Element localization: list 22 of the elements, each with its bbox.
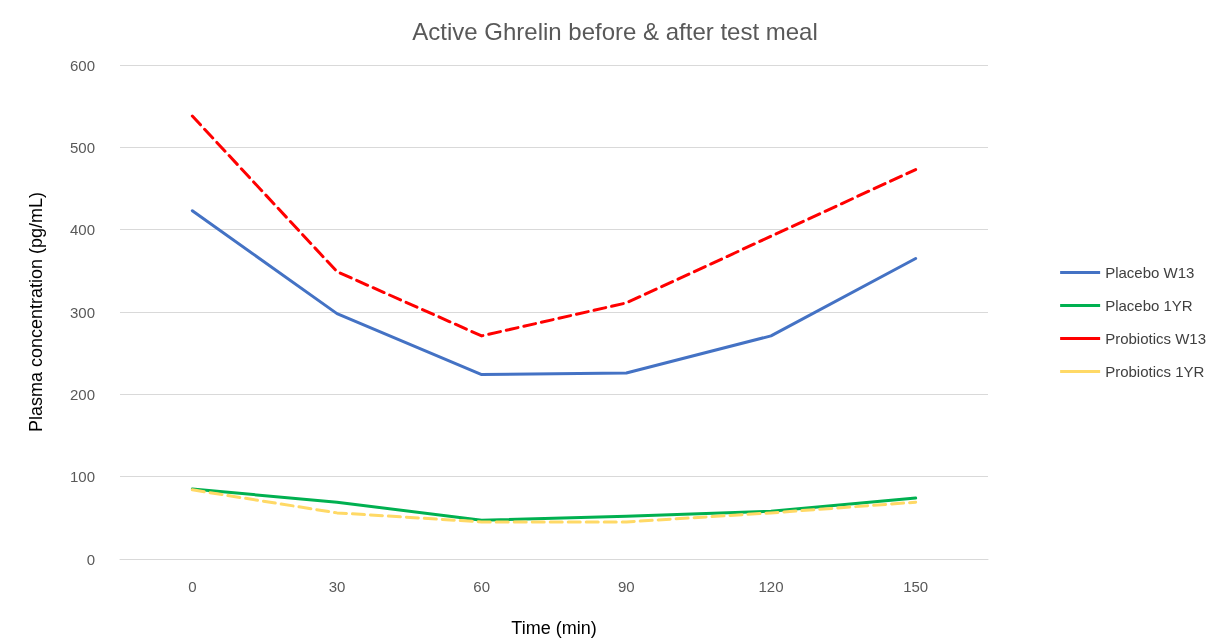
legend-label: Placebo 1YR xyxy=(1105,297,1193,314)
x-tick-label: 30 xyxy=(328,578,346,595)
y-tick-label: 0 xyxy=(86,550,95,568)
legend-label: Placebo W13 xyxy=(1105,264,1195,281)
y-tick-label: 600 xyxy=(69,56,95,74)
y-axis-title: Plasma concentration (pg/mL) xyxy=(26,191,46,433)
x-tick-label: 90 xyxy=(617,578,635,595)
x-axis-title: Time (min) xyxy=(511,618,597,638)
line-series xyxy=(190,114,918,338)
x-tick-label: 120 xyxy=(758,578,784,595)
y-tick-label: 300 xyxy=(69,303,95,321)
y-tick-label: 400 xyxy=(69,221,95,239)
y-tick-label: 500 xyxy=(69,138,95,156)
legend-label: Probiotics W13 xyxy=(1105,330,1207,347)
y-tick-label: 100 xyxy=(69,468,95,486)
x-tick-label: 150 xyxy=(903,578,929,595)
x-tick-label: 0 xyxy=(188,578,197,595)
line-series xyxy=(190,209,918,377)
x-tick-label: 60 xyxy=(473,578,491,595)
y-tick-label: 200 xyxy=(69,385,95,403)
legend-label: Probiotics 1YR xyxy=(1105,363,1205,380)
chart-title: Active Ghrelin before & after test meal xyxy=(412,17,818,45)
